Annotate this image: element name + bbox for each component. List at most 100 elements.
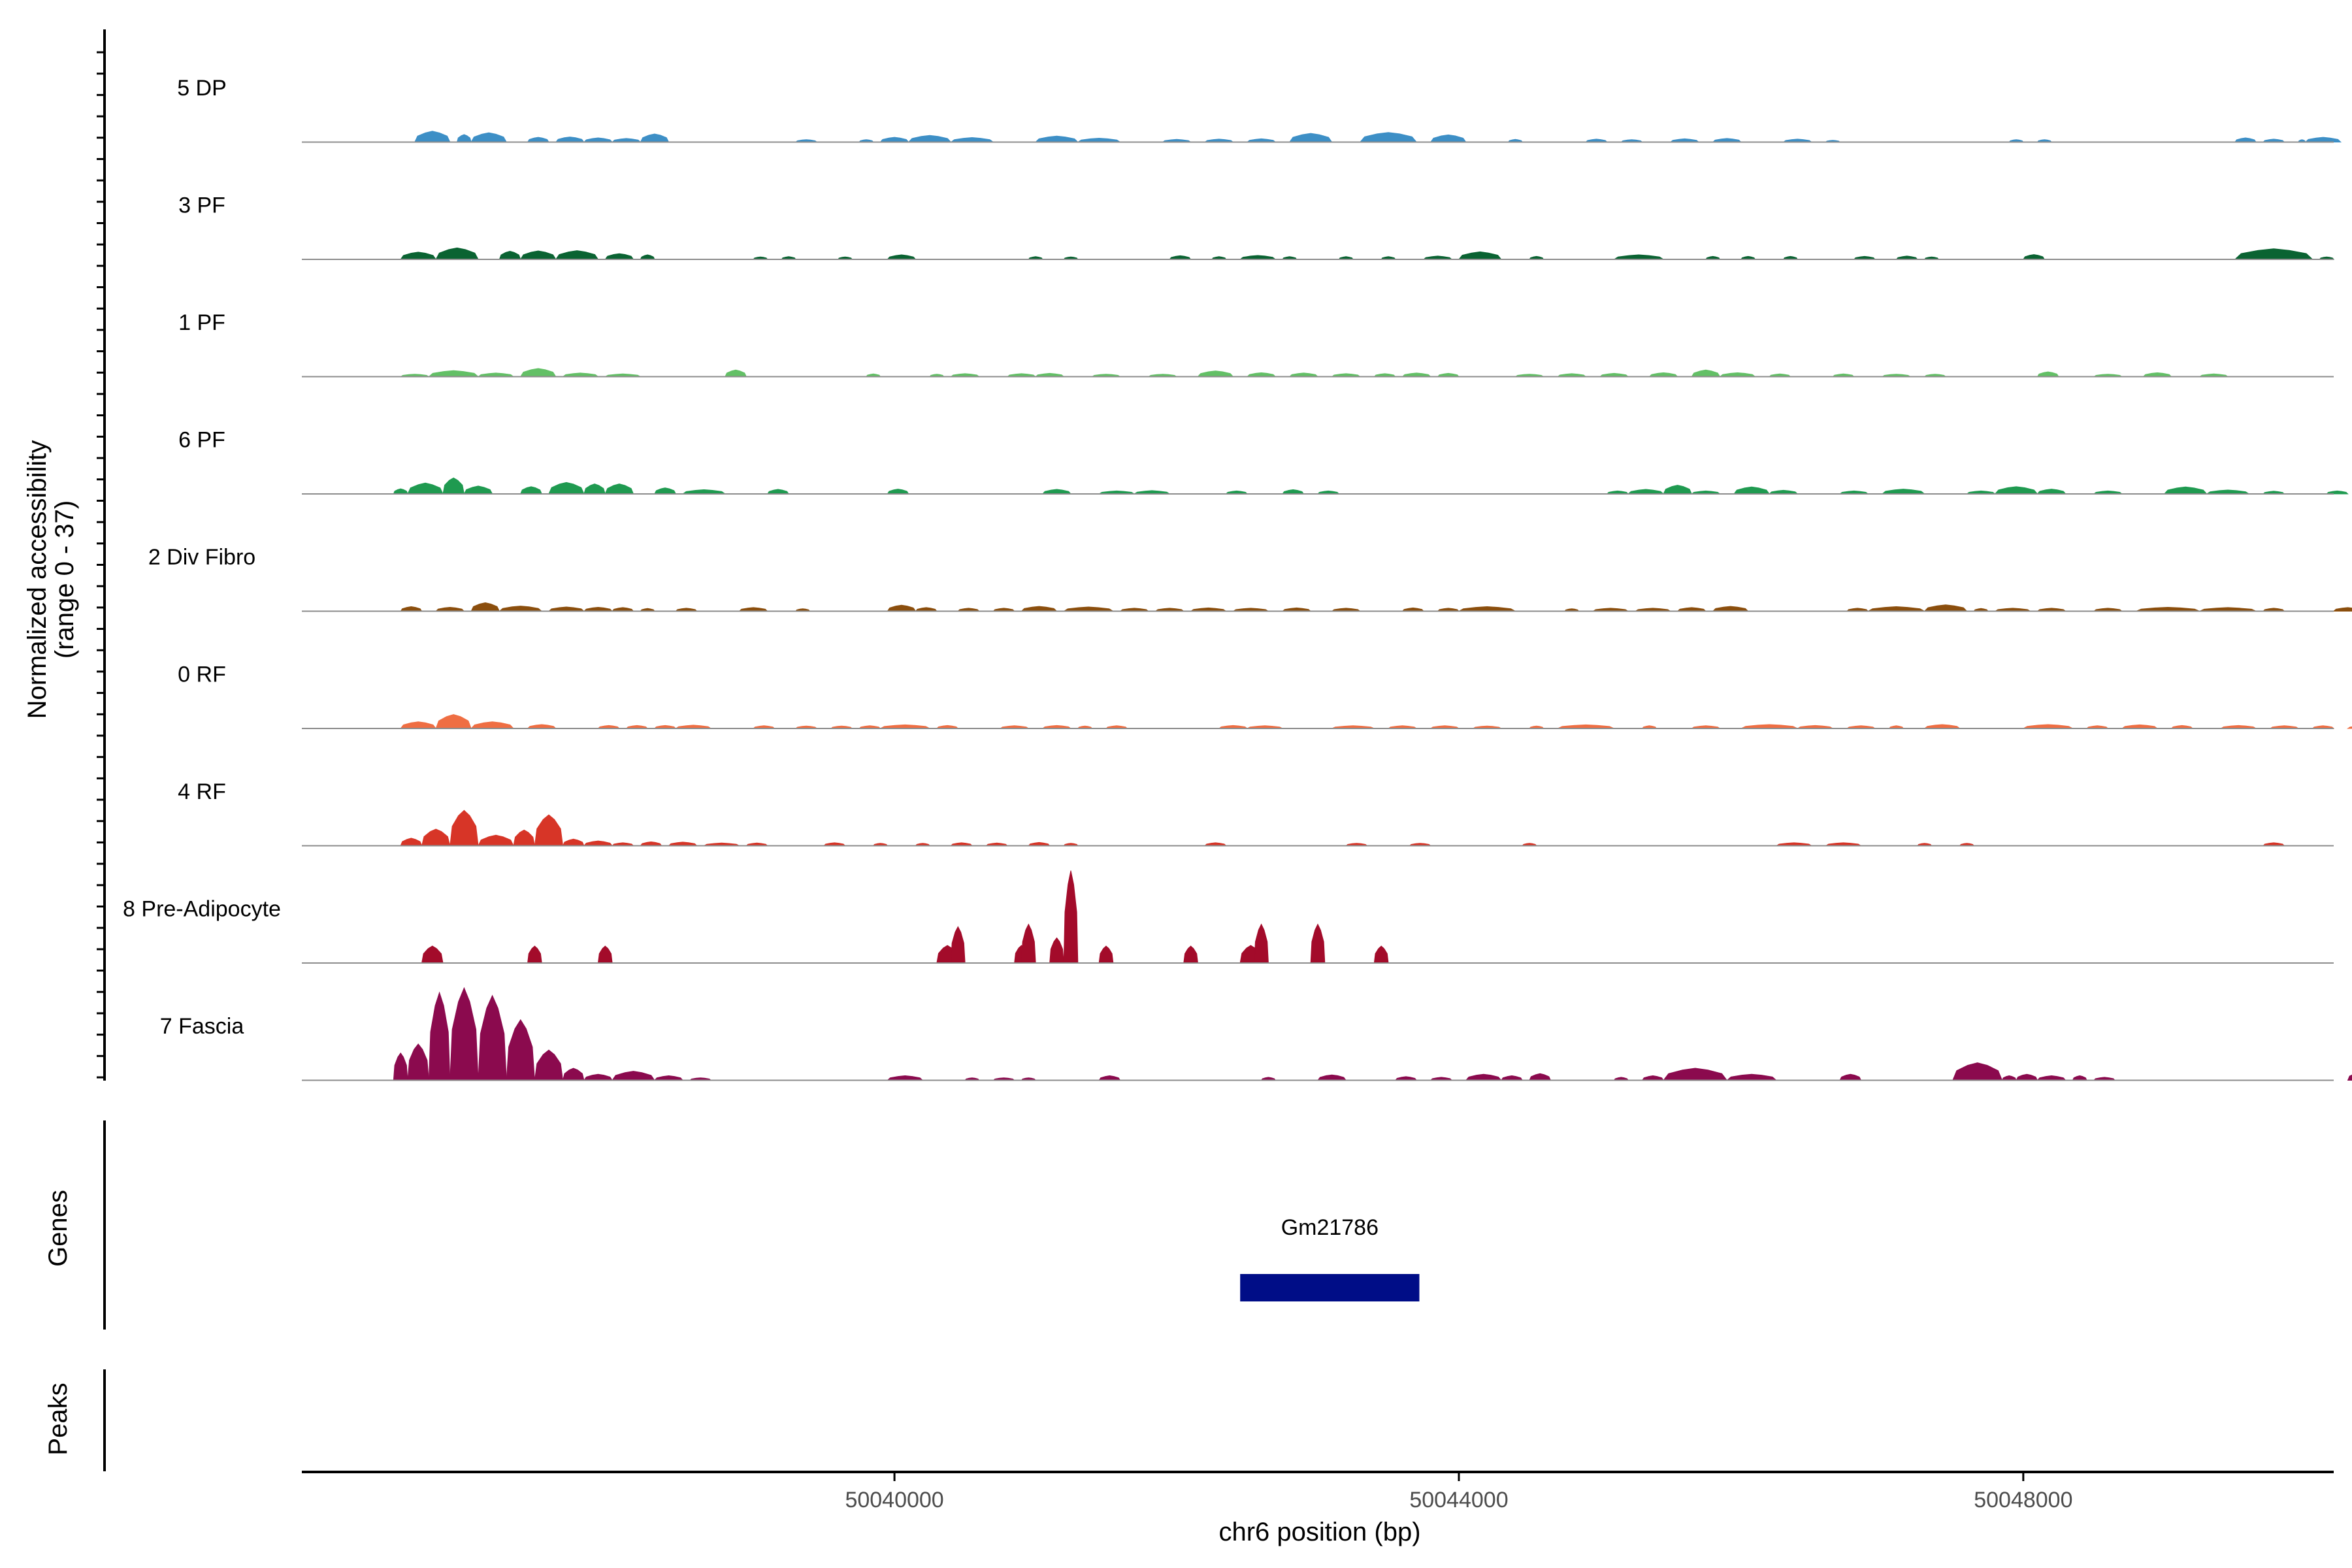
coverage-peak: [879, 137, 909, 142]
coverage-peak: [583, 483, 606, 495]
coverage-peak: [583, 840, 613, 846]
coverage-peak: [414, 131, 451, 142]
coverage-peak: [449, 809, 479, 846]
coverage-peak: [1712, 606, 1749, 612]
coverage-peak: [1641, 1075, 1665, 1081]
track-1-pf: 1 PF: [178, 310, 2334, 378]
coverage-peak: [1663, 1068, 1728, 1081]
coverage-peak: [1500, 1075, 1524, 1081]
coverage-peak: [640, 254, 655, 260]
coverage-peak: [400, 838, 423, 846]
coverage-peak: [887, 489, 909, 495]
coverage-peak: [1691, 369, 1721, 377]
coverage-peak: [520, 486, 542, 495]
coverage-peak: [1612, 254, 1665, 260]
coverage-peak: [435, 247, 479, 260]
coverage-peak: [562, 1068, 585, 1081]
coverage-peak: [1881, 489, 1926, 495]
coverage-peak: [1359, 132, 1418, 142]
coverage-peak: [2036, 371, 2059, 377]
track-label-2-div-fibro: 2 Div Fibro: [148, 545, 255, 570]
coverage-peak: [527, 137, 549, 142]
y-axis-label-line2: (range 0 - 37): [50, 500, 79, 659]
x-tick-label: 50048000: [1974, 1488, 2072, 1512]
coverage-peak: [421, 828, 451, 846]
coverage-peak: [2072, 1075, 2087, 1081]
genes-panel-label: Genes: [44, 1190, 73, 1267]
coverage-peak: [612, 1071, 655, 1081]
coverage-peak: [1098, 945, 1114, 964]
coverage-peak: [428, 370, 480, 377]
coverage-peak: [2001, 1075, 2017, 1081]
coverage-peak: [435, 714, 472, 729]
track-3-pf: 3 PF: [178, 193, 2335, 260]
coverage-peak: [478, 834, 514, 846]
coverage-peak: [640, 133, 670, 142]
coverage-peak: [519, 250, 557, 260]
coverage-peak: [2036, 1075, 2066, 1081]
coverage-peak: [725, 369, 747, 377]
coverage-peak: [1316, 1074, 1347, 1081]
coverage-peak: [1373, 945, 1389, 964]
coverage-peak: [1288, 133, 1333, 142]
coverage-peak: [2163, 486, 2208, 495]
coverage-peak: [604, 483, 634, 495]
track-5-dp: 5 DP: [177, 76, 2342, 143]
y-axis-label-line1: Normalized accessibility: [23, 440, 52, 719]
peaks-panel-label: Peaks: [44, 1382, 73, 1455]
coverage-peak: [886, 1075, 924, 1081]
coverage-peak: [1254, 923, 1269, 964]
coverage-peak: [470, 721, 515, 729]
coverage-peak: [1529, 1073, 1552, 1081]
coverage-peak: [654, 487, 677, 495]
coverage-peak: [887, 604, 917, 612]
coverage-peak: [1868, 606, 1925, 612]
coverage-peak: [1197, 370, 1234, 377]
track-7-fascia: 7 Fascia: [160, 987, 2352, 1081]
coverage-peak: [1458, 606, 1516, 612]
coverage-peak: [1021, 923, 1036, 964]
coverage-peak: [604, 253, 634, 260]
coverage-peak: [1733, 486, 1771, 495]
track-label-0-rf: 0 RF: [178, 662, 226, 687]
track-label-1-pf: 1 PF: [178, 310, 225, 335]
coverage-peak: [1839, 1073, 1862, 1081]
coverage-peak: [478, 994, 507, 1081]
coverage-peak: [400, 721, 437, 729]
track-0-rf: 0 RF: [178, 662, 2352, 729]
coverage-peak: [1663, 485, 1693, 495]
track-label-4-rf: 4 RF: [178, 779, 226, 804]
track-label-3-pf: 3 PF: [178, 193, 225, 218]
track-2-div-fibro: 2 Div Fibro: [148, 545, 2352, 612]
coverage-peak: [1041, 489, 1072, 495]
coverage-peak: [400, 606, 423, 612]
coverage-peak: [407, 482, 444, 495]
coverage-peak: [407, 1043, 429, 1081]
coverage-peak: [2346, 726, 2352, 729]
track-label-5-dp: 5 DP: [177, 76, 227, 101]
gene-body: [1240, 1274, 1420, 1301]
x-tick-label: 50044000: [1409, 1488, 1508, 1512]
x-tick-label: 50040000: [845, 1488, 943, 1512]
track-label-7-fascia: 7 Fascia: [160, 1014, 244, 1039]
coverage-peak: [555, 250, 599, 260]
track-8-pre-adipocyte: 8 Pre-Adipocyte: [123, 870, 2334, 964]
coverage-peak: [1952, 1062, 2003, 1081]
coverage-peak: [555, 137, 585, 142]
coverage-peak: [548, 482, 585, 495]
coverage-peak: [1063, 870, 1079, 964]
coverage-tracks: 5 DP 3 PF 1 PF 6 PF 2 Div Fibro 0 RF 4 RF 8 Pre…: [123, 76, 2352, 1081]
coverage-peak: [506, 1019, 535, 1081]
coverage-peak: [1725, 1073, 1778, 1081]
coverage-peak: [2347, 1074, 2352, 1081]
coverage-peak: [2332, 607, 2352, 612]
coverage-peak: [513, 829, 536, 846]
coverage-peak: [907, 135, 952, 142]
coverage-peak: [1098, 1075, 1121, 1081]
track-6-pf: 6 PF: [178, 428, 2349, 495]
coverage-peak: [1994, 486, 2038, 495]
coverage-peak: [766, 489, 790, 495]
coverage-peak: [449, 987, 479, 1081]
track-4-rf: 4 RF: [178, 779, 2334, 847]
track-label-8-pre-adipocyte: 8 Pre-Adipocyte: [123, 897, 281, 922]
